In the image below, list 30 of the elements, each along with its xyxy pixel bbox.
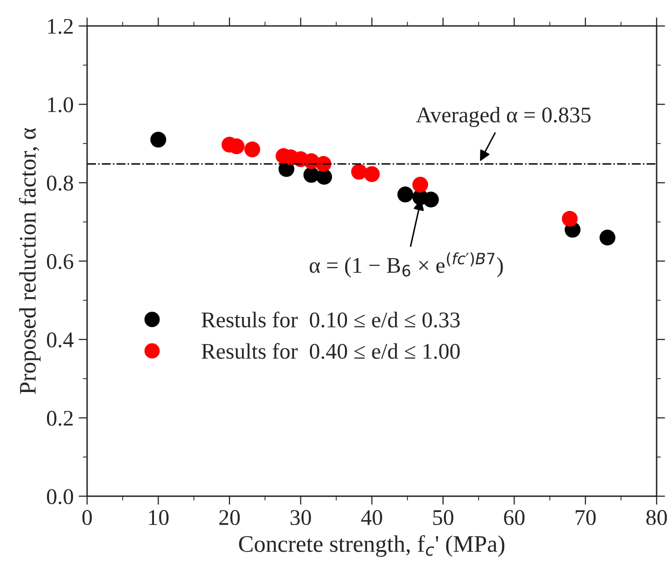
- y-tick-label: 1.0: [48, 97, 74, 112]
- y-axis-title: Proposed reduction factor, α: [18, 128, 41, 394]
- x-tick-label: 60: [504, 510, 524, 526]
- point: [412, 176, 428, 193]
- annotation: α = (1 − B$_{6}$ × e$^{(fc′)B7}$): [310, 252, 503, 278]
- x-tick-label: 0: [82, 510, 92, 526]
- y-tick-label: 0.6: [46, 254, 74, 270]
- annotation: Averaged α = 0.835: [416, 106, 591, 128]
- x-tick-label: 20: [219, 510, 240, 526]
- point: [600, 230, 616, 246]
- point: [562, 210, 578, 227]
- y-tick-label: 0.2: [46, 410, 73, 426]
- x-tick-label: 70: [576, 510, 596, 526]
- y-tick-label: 0.8: [46, 176, 74, 191]
- point: [423, 192, 439, 208]
- legend-label: Results for 0.40 ≤ e/d ≤ 1.00: [202, 342, 460, 359]
- x-tick-label: 10: [149, 510, 169, 526]
- y-tick-label: 0.0: [46, 489, 74, 504]
- x-tick-label: 80: [646, 510, 667, 526]
- point: [150, 132, 166, 148]
- y-tick-label: 1.2: [48, 18, 73, 34]
- y-tick-label: 0.4: [46, 332, 74, 348]
- point: [364, 166, 380, 182]
- x-tick-label: 50: [433, 510, 454, 526]
- point: [397, 186, 414, 202]
- point: [244, 141, 260, 158]
- x-axis-title: Concrete strength, f$_{c}$' (MPa): [239, 535, 504, 557]
- x-tick-label: 40: [361, 510, 382, 526]
- legend-label: Restuls for 0.10 ≤ e/d ≤ 0.33: [202, 312, 460, 328]
- x-tick-label: 30: [290, 510, 311, 526]
